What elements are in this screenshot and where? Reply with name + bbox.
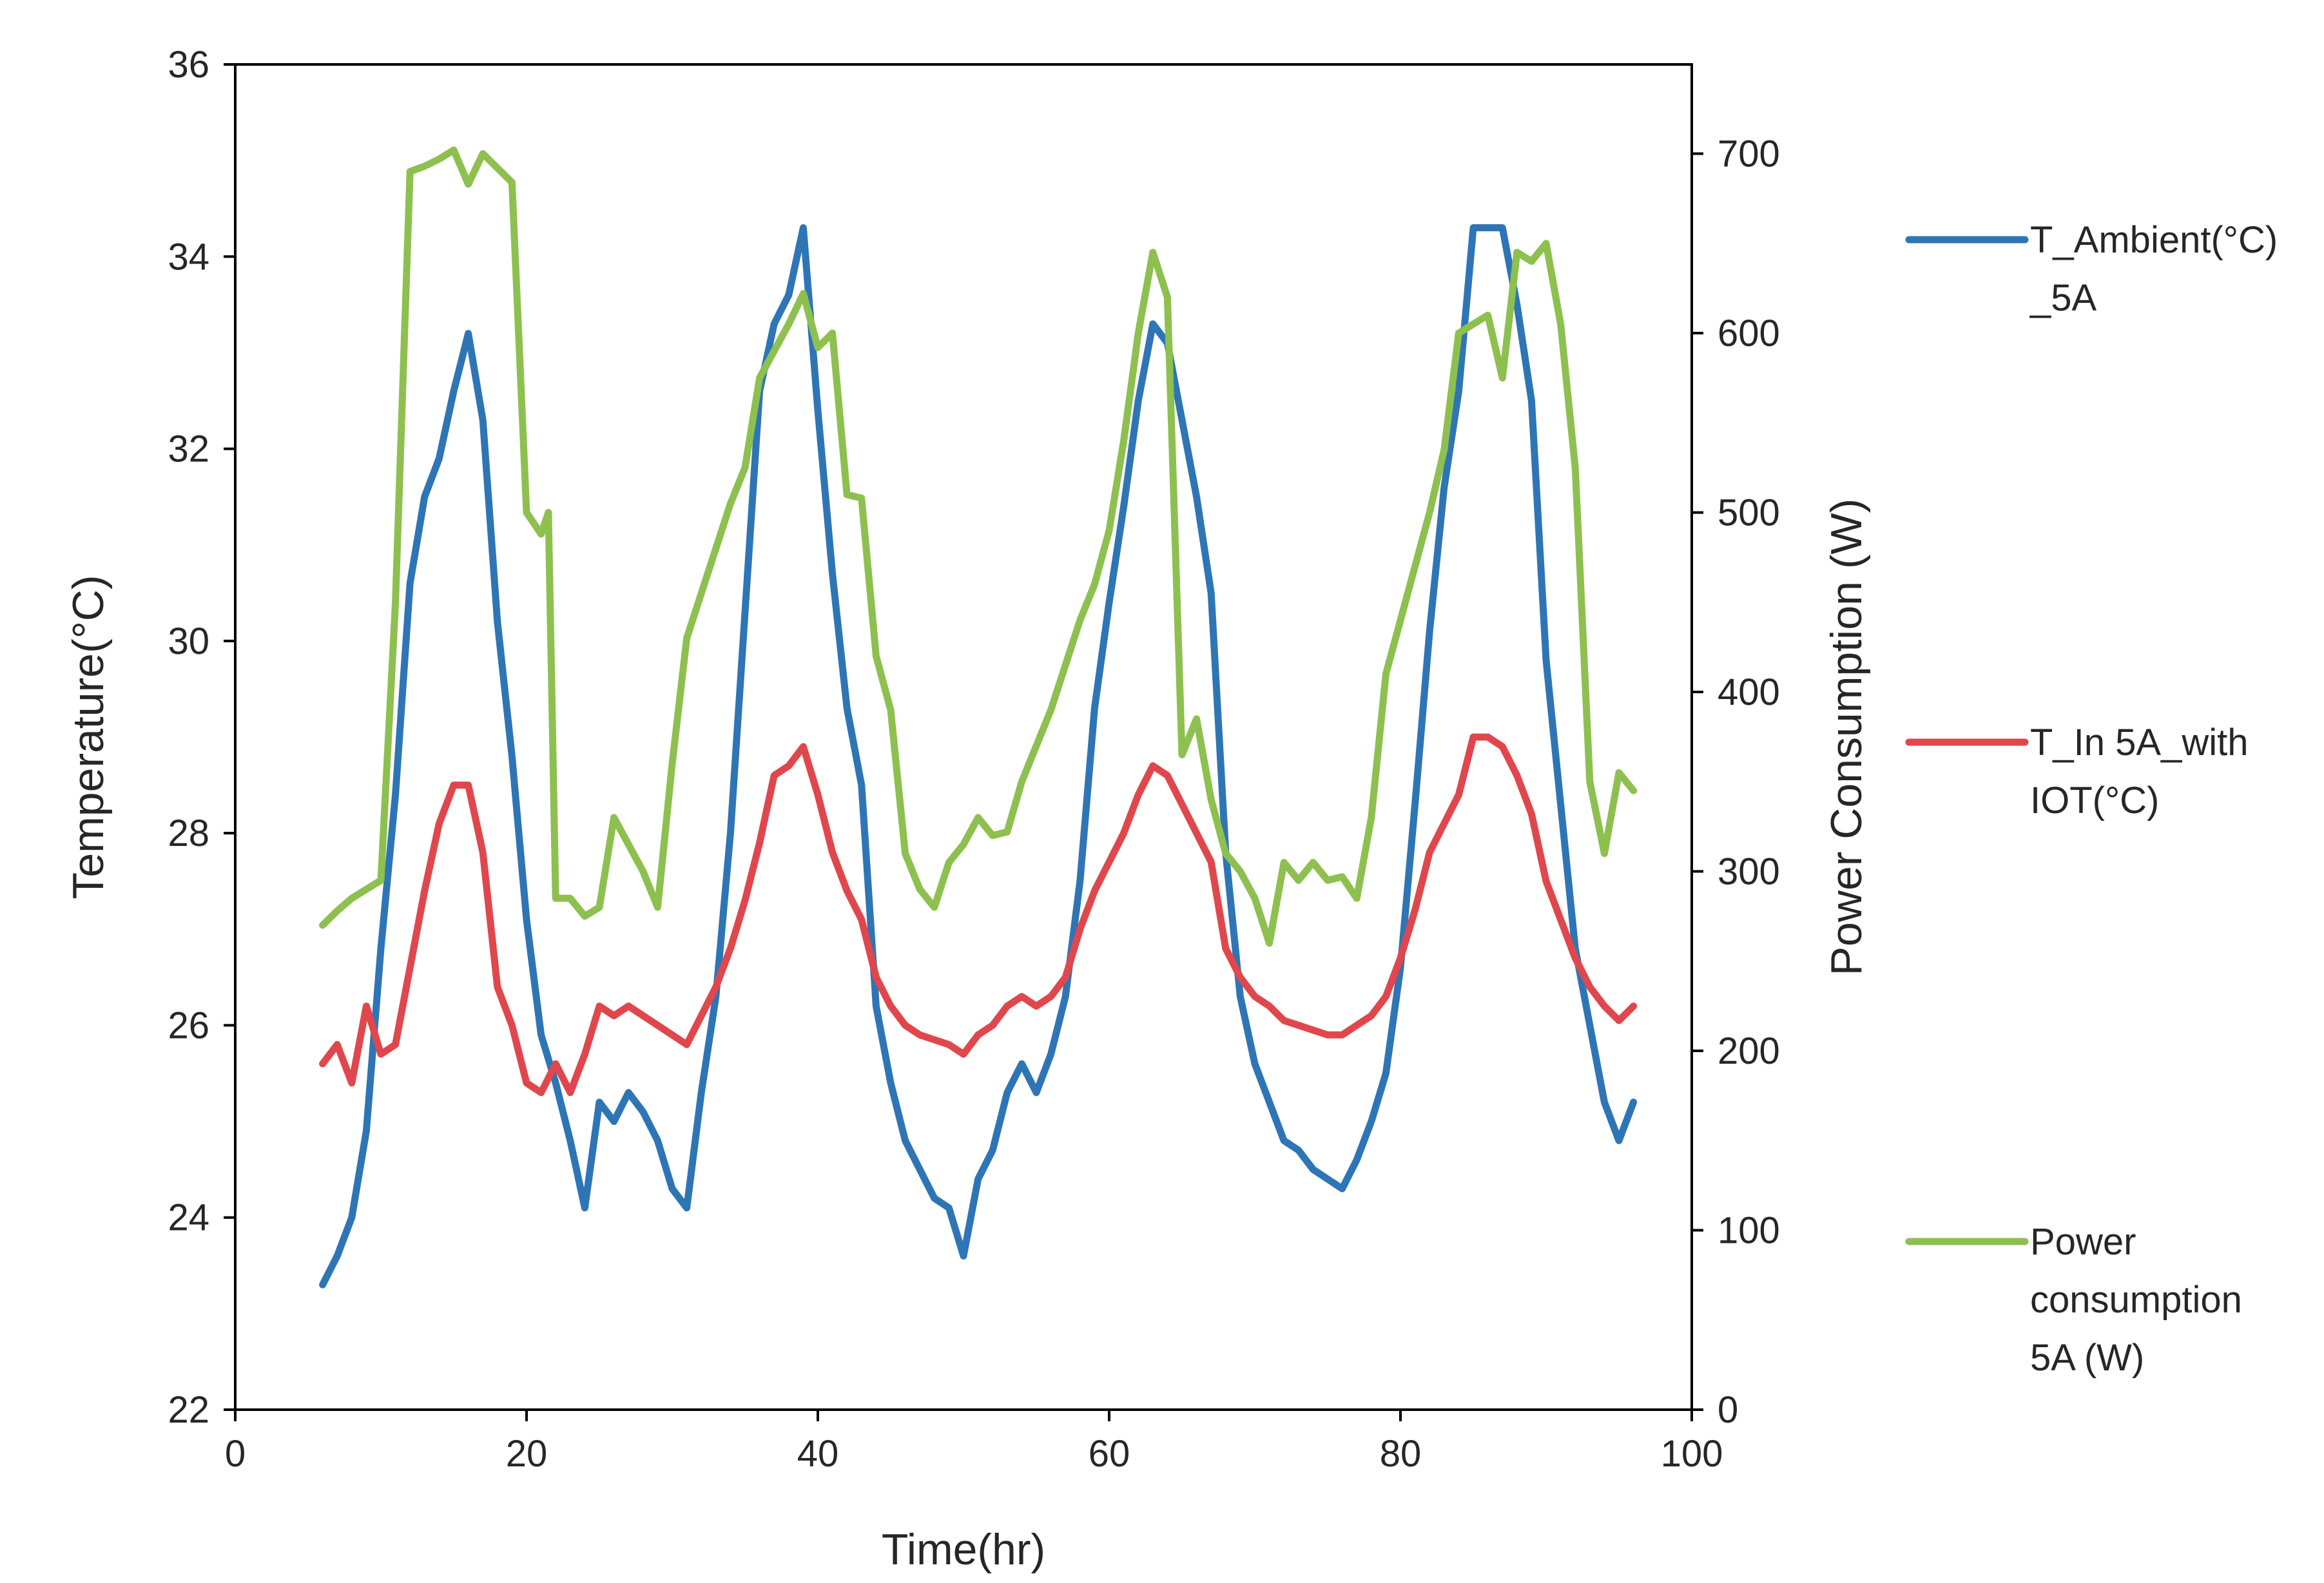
- y-tick-label: 28: [168, 812, 209, 854]
- y-tick-label: 32: [168, 428, 209, 470]
- legend-label: consumption: [2030, 1279, 2242, 1321]
- x-tick-label: 80: [1380, 1433, 1422, 1475]
- x-tick-label: 0: [225, 1433, 246, 1475]
- x-axis-title: Time(hr): [882, 1525, 1045, 1574]
- y-tick-label: 30: [168, 620, 209, 662]
- y2-tick-label: 200: [1718, 1030, 1780, 1072]
- y2-tick-label: 100: [1718, 1210, 1780, 1252]
- x-tick-label: 60: [1089, 1433, 1130, 1475]
- left-y-axis-title: Temperature(°C): [64, 575, 113, 899]
- series-line-2: [319, 733, 1638, 1097]
- series-layer: [319, 146, 1638, 1289]
- x-axis-ticks: 0 20 40 60 80 100: [225, 1410, 1723, 1475]
- right-y-axis-title: Power Consumption (W): [1822, 499, 1871, 976]
- x-tick-label: 40: [797, 1433, 839, 1475]
- y-tick-label: 36: [168, 44, 209, 86]
- legend-label: 5A (W): [2030, 1337, 2144, 1379]
- x-tick-label: 100: [1661, 1433, 1723, 1475]
- legend-label: IOT(°C): [2030, 780, 2159, 821]
- legend-label: T_Ambient(°C): [2030, 219, 2278, 261]
- right-y-axis-ticks: 0 100 200 300 400 500 600 700: [1692, 133, 1780, 1431]
- plot-area-border: [234, 63, 1693, 1411]
- legend-label: _5A: [2029, 277, 2097, 319]
- y-tick-label: 34: [168, 236, 209, 278]
- legend-label: Power: [2030, 1221, 2136, 1263]
- y2-tick-label: 500: [1718, 492, 1780, 534]
- y2-tick-label: 700: [1718, 133, 1780, 175]
- x-tick-label: 20: [506, 1433, 548, 1475]
- y-tick-label: 26: [168, 1004, 209, 1046]
- y2-tick-label: 300: [1718, 851, 1780, 893]
- series-line-1: [319, 224, 1638, 1289]
- legend-label: T_In 5A_with: [2030, 722, 2249, 763]
- legend: T_Ambient(°C) _5A T_In 5A_with IOT(°C) Power…: [1905, 219, 2278, 1379]
- y2-tick-label: 0: [1718, 1389, 1738, 1431]
- y-tick-label: 24: [168, 1197, 209, 1239]
- left-y-axis-ticks: 22 24 26 28 30 32 34 36: [168, 44, 235, 1431]
- series-line-3: [319, 146, 1638, 947]
- y-tick-label: 22: [168, 1389, 209, 1431]
- y2-tick-label: 600: [1718, 312, 1780, 354]
- y2-tick-label: 400: [1718, 671, 1780, 713]
